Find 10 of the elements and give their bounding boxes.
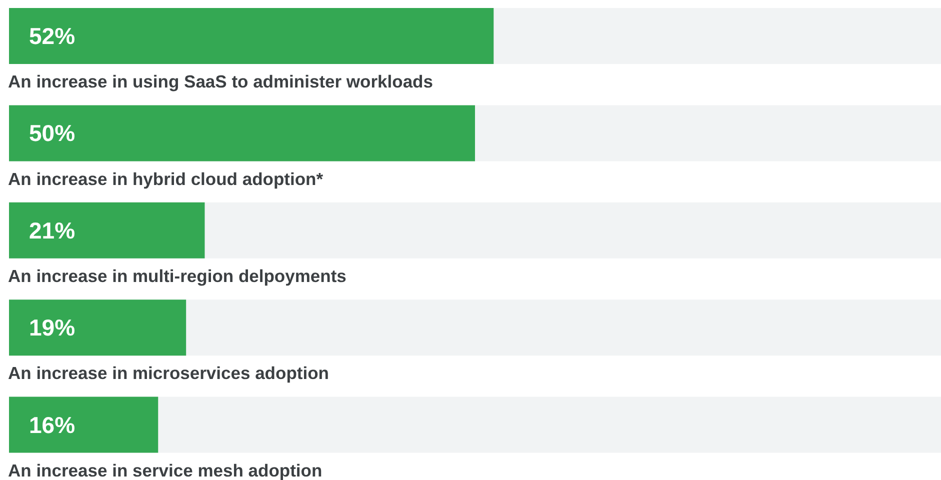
- y-tick-label: An increase in service mesh adoption: [8, 460, 322, 480]
- y-tick-label: An increase in hybrid cloud adoption*: [8, 168, 324, 189]
- y-tick-label: An increase in microservices adoption: [8, 363, 329, 384]
- data-label: 50%: [29, 120, 76, 146]
- data-label: 16%: [29, 412, 76, 438]
- data-label: 21%: [29, 217, 76, 244]
- y-tick-label: An increase in using SaaS to administer workloads: [8, 72, 434, 92]
- data-label: 19%: [29, 314, 76, 341]
- y-tick-label: An increase in multi-region delpoyments: [8, 266, 347, 286]
- data-label: 52%: [29, 23, 76, 49]
